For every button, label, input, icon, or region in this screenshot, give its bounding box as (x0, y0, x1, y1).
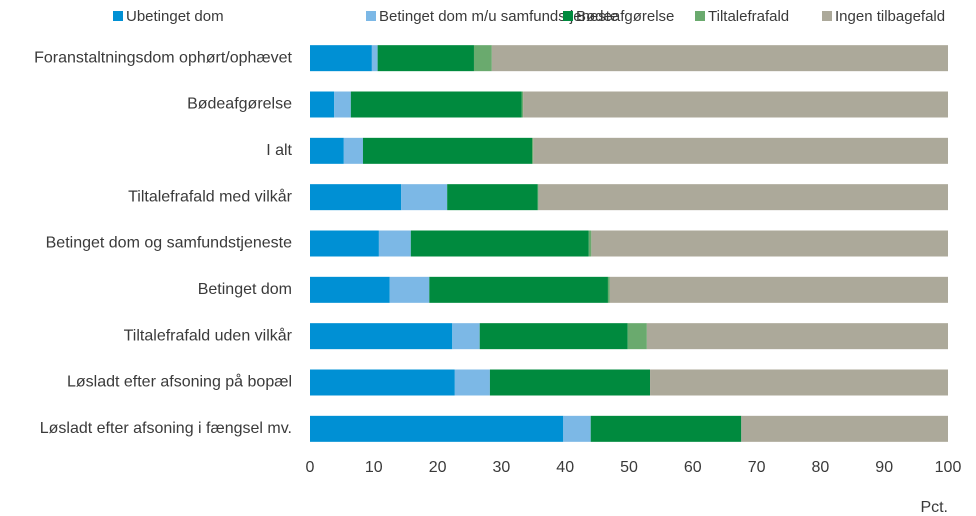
bar-segment (588, 230, 592, 257)
y-tick-label: Tiltalefrafald uden vilkår (124, 326, 293, 344)
bar-segment (401, 184, 448, 211)
bar-segment (491, 45, 948, 72)
bar-segment (523, 91, 948, 118)
x-tick-label: 100 (935, 459, 962, 476)
bar-segment (310, 323, 453, 350)
y-tick-label: Betinget dom (198, 281, 292, 298)
x-tick-label: 70 (748, 459, 766, 476)
y-tick-label: Betinget dom og samfundstjeneste (46, 235, 292, 252)
legend-swatch (113, 11, 123, 21)
bar-segment (350, 91, 522, 118)
y-tick-label: Bødeafgørelse (187, 96, 292, 113)
bar-segment (473, 45, 492, 72)
bar-segment (310, 184, 402, 211)
bar-segment (362, 137, 533, 164)
legend-label: Ingen tilbagefald (835, 8, 945, 25)
bar-segment (627, 323, 647, 350)
bar-segment (429, 276, 608, 303)
bar-segment (447, 184, 538, 211)
bar-segment (378, 230, 411, 257)
bar-segment (410, 230, 589, 257)
bar-segment (538, 184, 948, 211)
bar-segment (377, 45, 474, 72)
bar-segment (389, 276, 430, 303)
bar-segment (607, 276, 610, 303)
x-tick-label: 30 (493, 459, 511, 476)
x-tick-label: 90 (875, 459, 893, 476)
bar-segment (741, 415, 948, 442)
legend-label: Betinget dom m/u samfundstjeneste (379, 8, 618, 25)
bar-segment (489, 369, 651, 396)
y-tick-label: Foranstaltningsdom ophørt/ophævet (34, 49, 292, 66)
y-tick-label: I alt (266, 142, 292, 159)
bar-segment (479, 323, 628, 350)
legend-label: Ubetinget dom (126, 8, 224, 25)
bar-segment (343, 137, 363, 164)
y-tick-label: Løsladt efter afsoning på bopæl (67, 373, 292, 391)
x-tick-label: 50 (620, 459, 638, 476)
bar-segment (452, 323, 480, 350)
x-tick-label: 60 (684, 459, 702, 476)
bar-segment (310, 45, 372, 72)
bar-segment (310, 230, 379, 257)
bar-segment (591, 230, 948, 257)
y-tick-label: Tiltalefrafald med vilkår (128, 187, 293, 205)
bar-segment (521, 91, 524, 118)
bar-segment (310, 276, 390, 303)
bar-segment (371, 45, 378, 72)
legend-label: Bødeafgørelse (576, 8, 674, 25)
bar-segment (310, 137, 344, 164)
bar-segment (334, 91, 351, 118)
bar-segment (609, 276, 948, 303)
bar-segment (537, 184, 539, 211)
y-tick-label: Løsladt efter afsoning i fængsel mv. (40, 420, 292, 437)
legend-label: Tiltalefrafald (708, 8, 789, 25)
bar-segment (310, 415, 564, 442)
bar-segment (454, 369, 490, 396)
x-tick-label: 80 (812, 459, 830, 476)
bar-segment (532, 137, 534, 164)
bar-segment (650, 369, 948, 396)
legend-swatch (563, 11, 573, 21)
x-tick-label: 0 (306, 459, 315, 476)
bar-segment (563, 415, 591, 442)
bar-segment (590, 415, 742, 442)
bar-segment (310, 369, 455, 396)
x-tick-label: 20 (429, 459, 447, 476)
legend-swatch (366, 11, 376, 21)
x-tick-label: 40 (556, 459, 574, 476)
legend-swatch (822, 11, 832, 21)
x-tick-label: 10 (365, 459, 383, 476)
bar-segment (646, 323, 948, 350)
legend-swatch (695, 11, 705, 21)
bar-segment (310, 91, 335, 118)
x-axis-label: Pct. (920, 499, 948, 516)
bar-segment (533, 137, 948, 164)
